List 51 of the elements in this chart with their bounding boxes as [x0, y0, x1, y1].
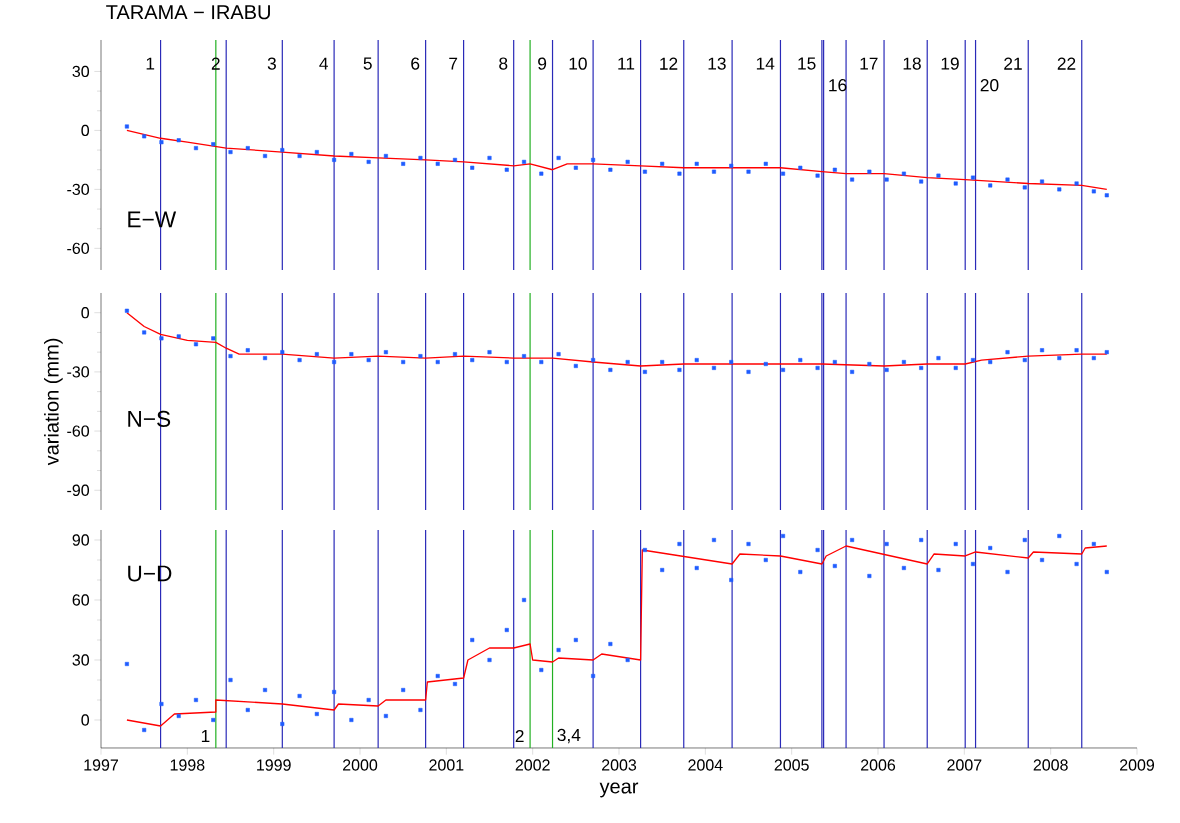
annotation: 22 — [1057, 57, 1076, 70]
y-tick-label: -90 — [67, 484, 90, 496]
annotation: 3,4 — [557, 728, 581, 744]
x-tick-label: 2001 — [429, 759, 464, 771]
annotation: 21 — [1004, 57, 1022, 70]
y-axis-title: variation (mm) — [44, 338, 63, 466]
annotation: 12 — [660, 57, 678, 70]
y-tick-label: -30 — [67, 183, 90, 196]
annotation: 9 — [538, 57, 547, 70]
annotation: 3 — [267, 57, 276, 70]
y-tick-label: 0 — [81, 124, 90, 137]
x-tick-label: 2002 — [515, 759, 550, 771]
annotation: 17 — [860, 57, 878, 70]
x-tick-label: 2009 — [1120, 759, 1155, 771]
annotation: 6 — [411, 57, 420, 70]
annotation: 1 — [146, 57, 155, 70]
annotation: 2 — [515, 729, 524, 743]
annotation: 7 — [449, 57, 458, 70]
x-axis-title: year — [599, 782, 639, 798]
annotation: 15 — [798, 57, 816, 70]
x-tick-label: 2004 — [688, 759, 723, 771]
y-tick-label: 0 — [81, 714, 90, 726]
annotation: 11 — [618, 57, 635, 70]
x-tick-label: 2005 — [774, 759, 809, 771]
x-tick-label: 2007 — [947, 759, 982, 771]
annotation: 14 — [756, 57, 775, 70]
y-tick-label: -60 — [67, 425, 90, 437]
x-tick-label: 2000 — [343, 759, 378, 771]
x-tick-label: 1999 — [257, 759, 291, 771]
annotation: 4 — [319, 57, 329, 70]
y-tick-label: 30 — [72, 654, 90, 666]
y-tick-label: 60 — [72, 594, 90, 606]
y-tick-label: 30 — [72, 65, 90, 78]
x-tick-label: 2008 — [1033, 759, 1068, 771]
annotation: 18 — [903, 57, 921, 70]
annotation: 8 — [499, 57, 508, 70]
x-tick-label: 1997 — [84, 759, 118, 771]
annotation: 20 — [980, 79, 999, 92]
y-tick-label: 0 — [81, 307, 90, 319]
x-tick-label: 2006 — [861, 759, 896, 771]
annotation: 19 — [941, 57, 959, 70]
x-tick-label: 2003 — [602, 759, 637, 771]
annotation: 1 — [201, 730, 210, 742]
annotation: 13 — [708, 57, 726, 70]
x-tick-label: 1998 — [170, 759, 205, 771]
annotation: 10 — [569, 57, 587, 70]
chart-title: TARAMA − IRABU — [106, 5, 270, 20]
y-tick-label: 90 — [72, 534, 90, 546]
annotation: 5 — [363, 57, 372, 70]
y-tick-label: -30 — [67, 366, 90, 378]
y-tick-label: -60 — [67, 242, 90, 255]
